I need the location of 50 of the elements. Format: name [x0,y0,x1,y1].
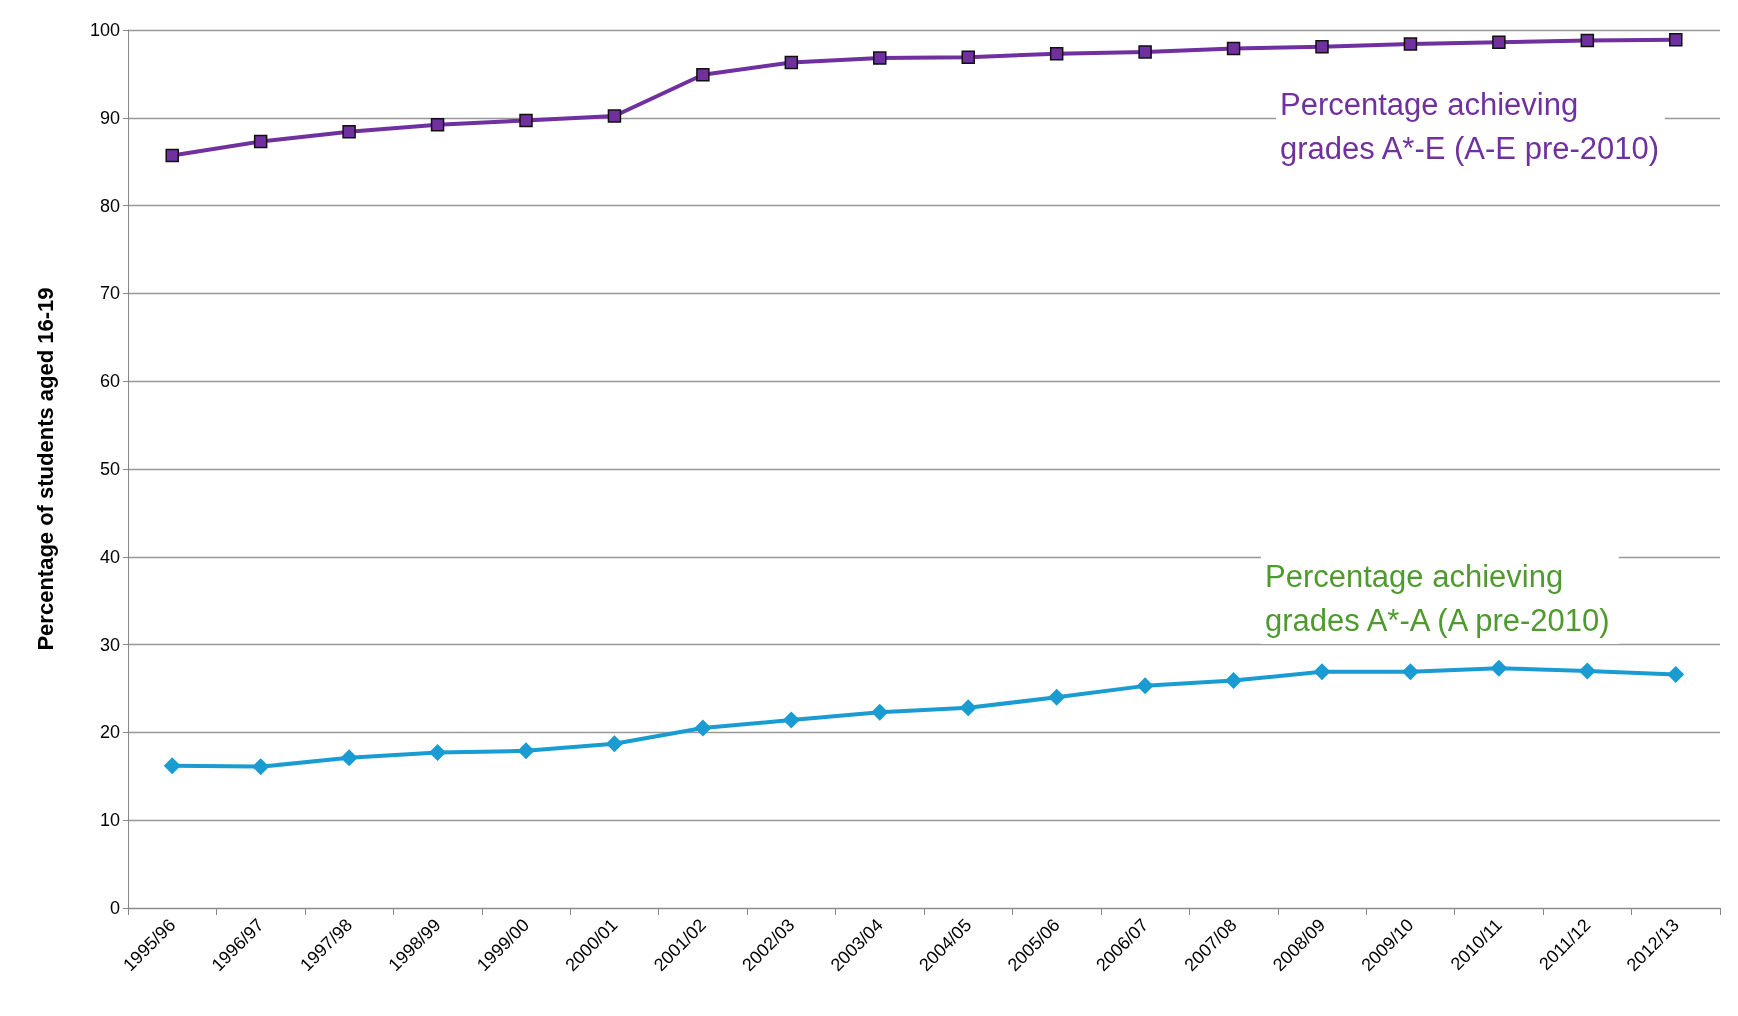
point [1401,663,1419,681]
y-tick-label: 90 [99,107,120,128]
point [607,109,622,123]
point [519,113,533,128]
point [1669,32,1683,47]
point [784,55,799,70]
y-tick-label: 70 [99,283,120,304]
y-tick-label: 40 [99,546,120,567]
y-tick-label: 50 [99,459,120,479]
point [430,118,445,132]
y-tick-label: 80 [99,195,120,216]
y-tick-label: 20 [99,722,120,743]
point [340,749,358,767]
point [696,68,710,82]
point [1315,39,1329,54]
point [1578,662,1596,680]
point [782,711,800,729]
point [1138,45,1152,59]
y-tick-label: 10 [99,810,120,831]
point [605,735,623,753]
point [1136,677,1154,695]
y-axis-title: Percentage of students aged 16-19 [32,287,58,651]
point [517,742,535,760]
y-tick-label: 30 [99,634,120,655]
point [165,148,179,163]
y-tick-label: 100 [89,20,120,40]
point [1490,659,1508,677]
point [871,703,889,721]
y-tick-label: 0 [109,898,120,918]
point [1226,41,1241,56]
point [252,758,270,776]
point [1580,33,1595,48]
point [873,51,887,65]
point [163,757,181,775]
annotation: Percentage achieving grades A*-E (A-E pre-2010) [1280,86,1660,166]
point [694,719,712,737]
point [342,125,356,139]
point [1403,37,1418,51]
point [1049,46,1064,61]
point [253,134,268,149]
point [959,699,977,717]
point [1225,672,1243,690]
point [1048,688,1066,706]
y-tick-label: 60 [99,371,120,392]
annotation: Percentage achieving grades A*-A (A pre-2010) [1265,558,1610,638]
point [429,744,447,762]
point [1492,35,1506,50]
point [1313,663,1331,681]
point [1667,665,1685,683]
point [961,50,975,64]
